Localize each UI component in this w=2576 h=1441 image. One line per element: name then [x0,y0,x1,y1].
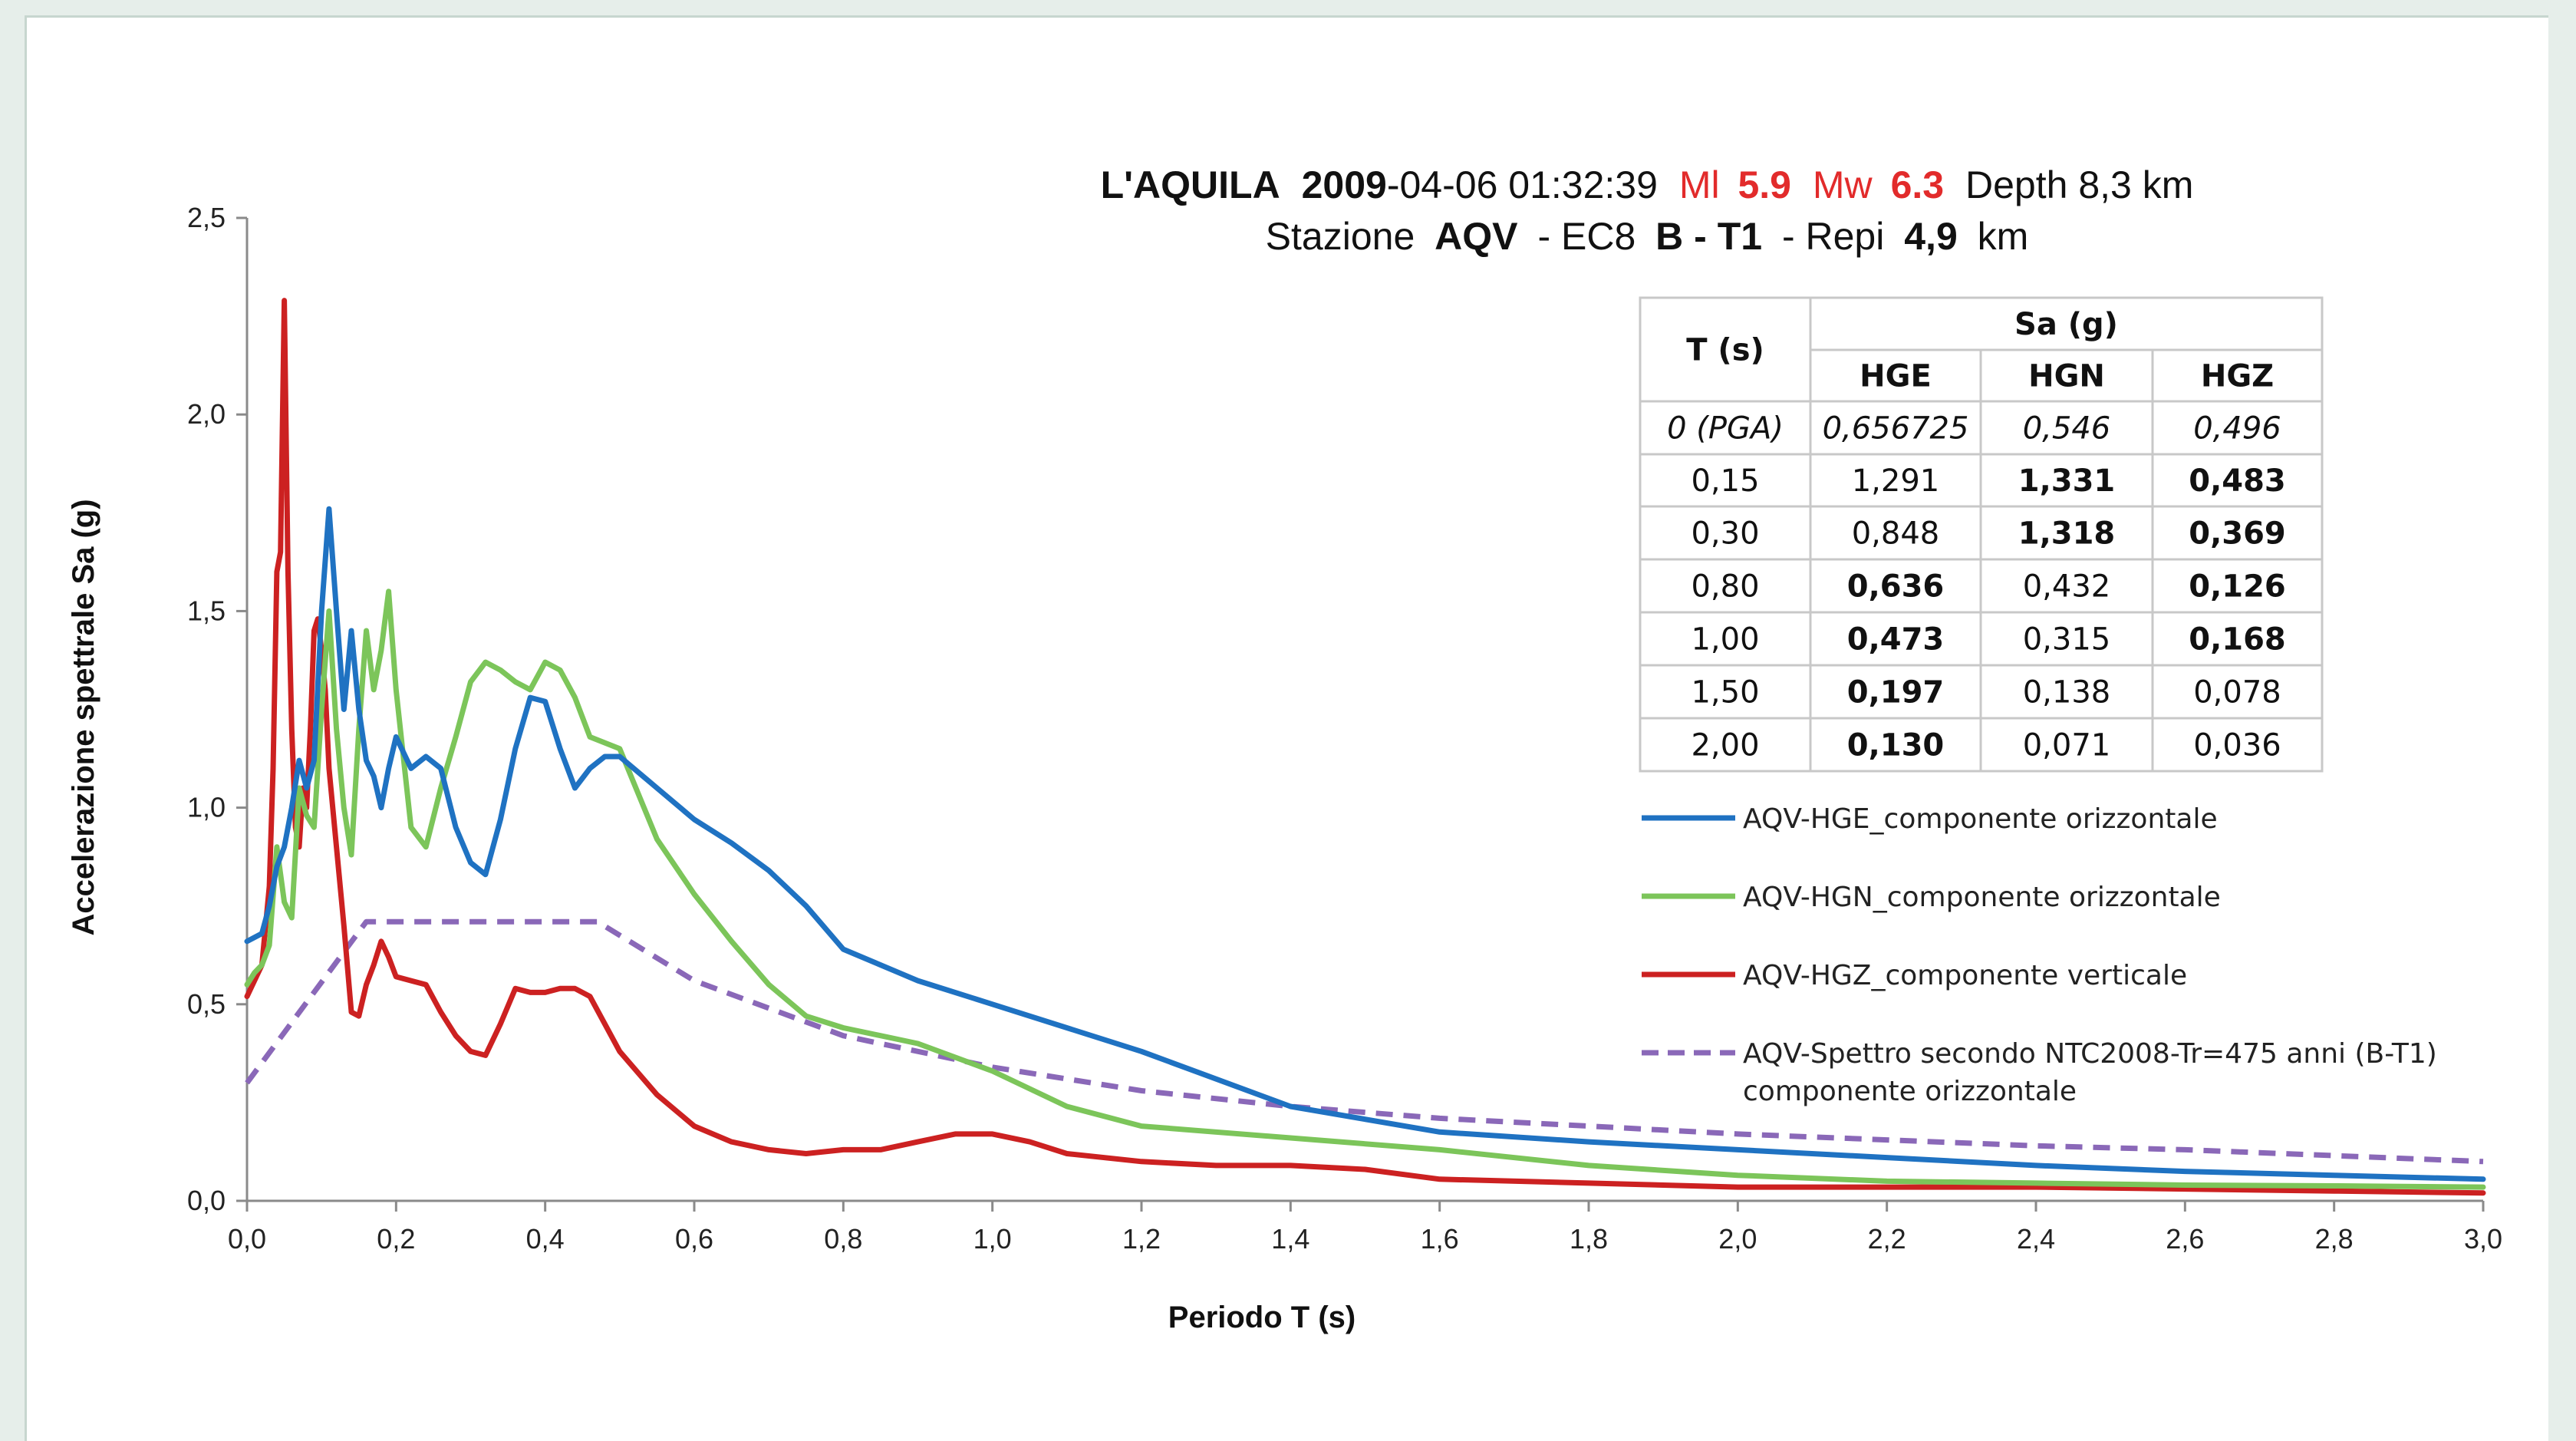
x-tick-label: 0,0 [228,1223,266,1255]
x-tick-label: 0,2 [377,1223,415,1255]
title-depth: Depth 8,3 km [1965,163,2193,206]
table-cell-value: 0,130 [1847,728,1945,763]
table-header-hgn: HGN [2028,359,2105,394]
y-tick-label: 2,5 [187,202,226,233]
table-cell-period: 0,80 [1691,569,1759,605]
x-tick-label: 0,6 [675,1223,713,1255]
legend-label-ntc2008: AQV-Spettro secondo NTC2008-Tr=475 anni … [1743,1038,2437,1070]
x-tick-label: 2,6 [2166,1223,2204,1255]
table-cell-value: 0,168 [2189,622,2286,658]
table-cell-period: 0 (PGA) [1667,411,1784,447]
table-cell-value: 0,197 [1847,675,1945,711]
x-tick-label: 0,8 [824,1223,862,1255]
title-repi-value: 4,9 [1904,215,1958,258]
legend-label-hgz: AQV-HGZ_componente verticale [1743,960,2187,991]
title-mw-label: Mw [1813,163,1873,206]
y-tick-label: 0,5 [187,988,226,1020]
legend-label-hgn: AQV-HGN_componente orizzontale [1743,882,2221,913]
y-axis-label: Accelerazione spettrale Sa (g) [67,499,100,935]
y-tick-label: 0,0 [187,1185,226,1216]
title-datetime: -04-06 01:32:39 [1387,163,1658,206]
x-tick-label: 2,4 [2017,1223,2055,1255]
y-tick-label: 1,0 [187,792,226,823]
title-repi-unit: km [1978,215,2029,258]
table-cell-value: 0,078 [2193,675,2281,711]
series-line-hgn [244,589,2486,1190]
x-tick-label: 2,2 [1868,1223,1906,1255]
x-tick-label: 1,6 [1421,1223,1459,1255]
table-header-sa: Sa (g) [2014,307,2118,342]
table-cell-value: 0,138 [2023,675,2111,711]
values-table: T (s) Sa (g) HGE HGN HGZ 0 (PGA) 0,656725 0,546… [1639,296,2324,773]
table-cell-value: 0,473 [1847,622,1945,658]
table-cell-value: 0,546 [2023,411,2111,447]
table-cell-value: 1,318 [2018,516,2116,552]
x-tick-label: 1,0 [973,1223,1012,1255]
title-repi-label: - Repi [1782,215,1884,258]
title-mw-value: 6.3 [1891,163,1945,206]
series-line-ntc2008 [245,918,2484,1165]
chart-title-line1: L'AQUILA 2009-04-06 01:32:39 Ml 5.9 Mw 6… [1101,163,2194,206]
legend-label-hge: AQV-HGE_componente orizzontale [1743,803,2218,835]
title-station-prefix: Stazione [1266,215,1415,258]
table-cell-value: 0,636 [1847,569,1945,605]
table-header-hgz: HGZ [2201,359,2274,394]
title-ml-value: 5.9 [1738,163,1791,206]
table-cell-value: 0,432 [2023,569,2111,605]
table-cell-period: 2,00 [1691,728,1759,763]
chart-title-line2: Stazione AQV - EC8 B - T1 - Repi 4,9 km [1266,215,2029,258]
x-tick-label: 1,4 [1271,1223,1309,1255]
y-tick-label: 2,0 [187,398,226,430]
x-tick-label: 2,8 [2315,1223,2354,1255]
table-cell-value: 0,483 [2189,463,2286,499]
legend-label-ntc2008-line2: componente orizzontale [1743,1076,2077,1107]
table-cell-value: 0,848 [1852,516,1940,552]
table-cell-period: 0,30 [1691,516,1759,552]
table-cell-value: 0,315 [2023,622,2111,658]
x-tick-label: 1,2 [1122,1223,1161,1255]
x-tick-label: 2,0 [1718,1223,1757,1255]
table-cell-period: 0,15 [1691,463,1759,499]
title-soil: B - T1 [1655,215,1762,258]
table-cell-value: 0,496 [2193,411,2281,447]
x-tick-label: 3,0 [2464,1223,2502,1255]
x-axis-label: Periodo T (s) [1168,1301,1356,1334]
table-cell-value: 0,369 [2189,516,2286,552]
y-ticks: 0,0 0,5 1,0 1,5 2,0 2,5 [187,202,247,1216]
table-cell-value: 0,656725 [1823,411,1969,447]
series-line-hgz [244,298,2486,1196]
table-cell-value: 0,071 [2023,728,2111,763]
table-cell-value: 1,331 [2018,463,2116,499]
table-cell-value: 0,126 [2189,569,2286,605]
series-layer [244,298,2486,1196]
table-cell-period: 1,00 [1691,622,1759,658]
x-ticks: 0,0 0,2 0,4 0,6 0,8 1,0 1,2 1,4 1,6 1,8 2,0 2,2 2,4 2… [228,1201,2502,1255]
legend: AQV-HGE_componente orizzontale AQV-HGN_co… [1642,803,2437,1107]
title-place: L'AQUILA [1101,163,1280,206]
table-cell-period: 1,50 [1691,675,1759,711]
title-station: AQV [1435,215,1518,258]
title-ec8: - EC8 [1537,215,1636,258]
x-tick-label: 1,8 [1570,1223,1608,1255]
table-cell-value: 1,291 [1852,463,1940,499]
title-year: 2009 [1302,163,1387,206]
series-line-hge [244,506,2486,1182]
x-tick-label: 0,4 [526,1223,565,1255]
table-header-t: T (s) [1686,333,1764,368]
title-ml-label: Ml [1679,163,1720,206]
y-tick-label: 1,5 [187,595,226,626]
table-header-hge: HGE [1860,359,1932,394]
table-cell-value: 0,036 [2193,728,2281,763]
